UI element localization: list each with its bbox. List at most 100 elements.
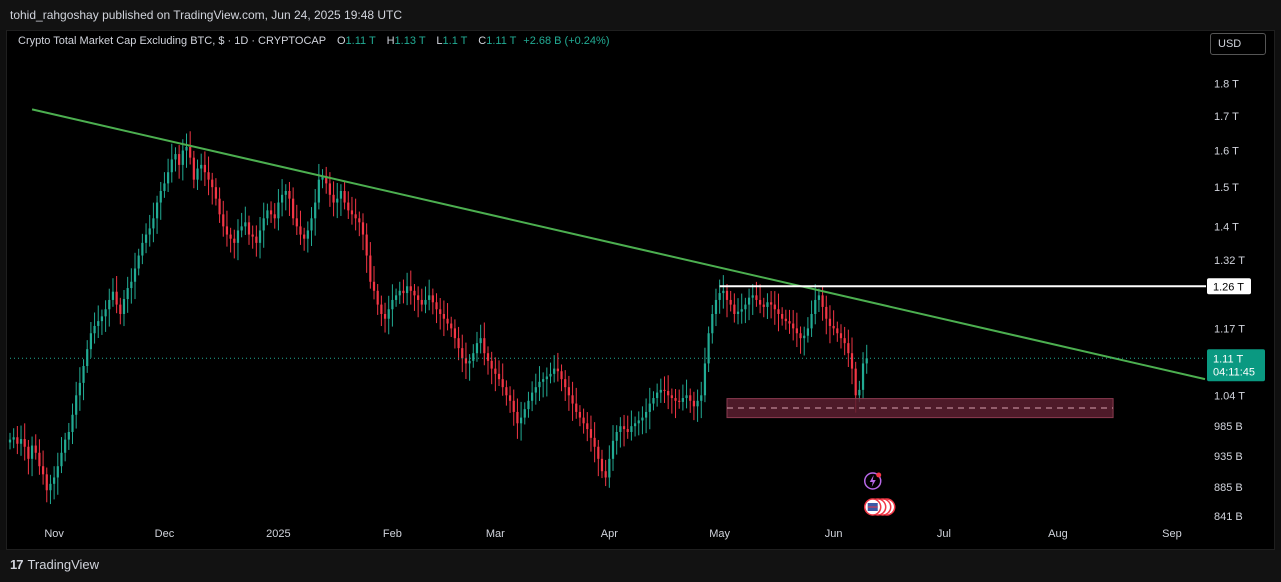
candle-body: [269, 210, 273, 215]
candle-body: [781, 313, 784, 319]
candle-body: [729, 299, 732, 305]
candle-body: [850, 353, 854, 369]
candle-body: [575, 403, 578, 412]
candle-body: [553, 368, 556, 374]
candle-body: [159, 190, 162, 203]
candle-body: [343, 190, 346, 203]
candle-body: [821, 295, 824, 307]
candle-body: [512, 400, 515, 412]
candle-body: [685, 395, 688, 399]
x-axis-tick: Nov: [44, 528, 64, 540]
candle-body: [314, 202, 317, 219]
candle-body: [420, 299, 423, 305]
candle-body: [292, 198, 295, 219]
candle-body: [383, 313, 387, 319]
candle-body: [549, 373, 552, 377]
candle-body: [41, 466, 45, 475]
candle-body: [336, 198, 339, 203]
candle-body: [119, 304, 122, 314]
candle-body: [288, 190, 291, 199]
symbol-legend: Crypto Total Market Cap Excluding BTC, $…: [18, 35, 610, 47]
candle-body: [589, 429, 593, 438]
high-label: H: [386, 35, 395, 47]
candle-body: [115, 291, 118, 305]
candle-body: [501, 379, 504, 388]
candle-body: [93, 325, 96, 334]
y-axis-tick: 885 B: [1214, 482, 1243, 494]
resistance-price-badge: [1207, 278, 1251, 295]
candle-body: [75, 395, 78, 415]
candle-body: [486, 353, 490, 361]
candle-body: [137, 255, 140, 269]
tradingview-logo[interactable]: 17 TradingView: [10, 557, 99, 572]
lightning-bolt-icon: [869, 475, 876, 487]
candle-body: [34, 445, 37, 453]
candle-body: [453, 328, 457, 339]
candle-body: [538, 381, 541, 388]
candle-body: [280, 194, 284, 203]
tradingview-brand: TradingView: [27, 557, 100, 572]
candle-body: [674, 398, 677, 401]
open-value: 1.11 T: [345, 35, 376, 47]
y-axis-tick: 1.5 T: [1214, 182, 1239, 194]
candle-body: [372, 281, 376, 291]
candle-body: [45, 474, 48, 491]
candle-body: [262, 218, 265, 231]
candle-body: [167, 172, 170, 184]
candle-body: [861, 363, 865, 390]
close-value: 1.11 T: [486, 35, 517, 47]
x-axis-tick: Jul: [937, 528, 951, 540]
candle-body: [163, 183, 166, 191]
candle-body: [406, 286, 409, 294]
candle-body: [417, 295, 420, 300]
candle-body: [435, 302, 438, 310]
candle-body: [648, 403, 651, 412]
candle-body: [218, 198, 221, 215]
candle-body: [310, 218, 313, 231]
candle-body: [461, 348, 464, 359]
candle-body: [266, 210, 269, 219]
candle-body: [409, 286, 412, 291]
candle-body: [678, 400, 681, 402]
currency-button[interactable]: USD: [1210, 33, 1266, 55]
candle-body: [424, 299, 427, 305]
candle-body: [725, 290, 729, 300]
chart-panel[interactable]: [6, 30, 1275, 550]
candle-body: [600, 458, 604, 472]
x-axis-tick: 2025: [266, 528, 290, 540]
change-value: +2.68 B (+0.24%): [523, 35, 610, 47]
candle-body: [777, 309, 780, 314]
candle-body: [825, 306, 828, 319]
candle-body: [718, 293, 721, 300]
candle-body: [78, 382, 81, 396]
candle-body: [508, 395, 512, 401]
candle-body: [597, 446, 600, 459]
y-axis-tick: 1.8 T: [1214, 79, 1239, 91]
candle-body: [38, 452, 41, 467]
candle-body: [299, 226, 302, 235]
candle-body: [766, 302, 769, 307]
candle-body: [542, 379, 545, 382]
candle-body: [464, 358, 468, 364]
candle-body: [450, 323, 453, 329]
y-axis-tick: 985 B: [1214, 421, 1243, 433]
lightning-event-icon: [863, 472, 882, 490]
publisher-text: tohid_rahgoshay published on TradingView…: [10, 8, 403, 22]
candle-body: [736, 311, 740, 314]
candle-body: [468, 360, 471, 364]
candle-body: [339, 190, 343, 199]
candle-body: [564, 379, 567, 388]
candle-body: [659, 389, 662, 393]
candle-body: [854, 368, 857, 396]
candle-body: [53, 477, 56, 484]
candle-body: [858, 389, 861, 396]
x-axis-tick: Sep: [1162, 528, 1182, 540]
candle-body: [803, 335, 806, 339]
candle-body: [30, 445, 34, 459]
candle-body: [122, 299, 126, 314]
notification-dot-icon: [876, 472, 882, 478]
candle-body: [255, 236, 258, 243]
candle-body: [97, 321, 100, 326]
candle-body: [71, 414, 74, 432]
